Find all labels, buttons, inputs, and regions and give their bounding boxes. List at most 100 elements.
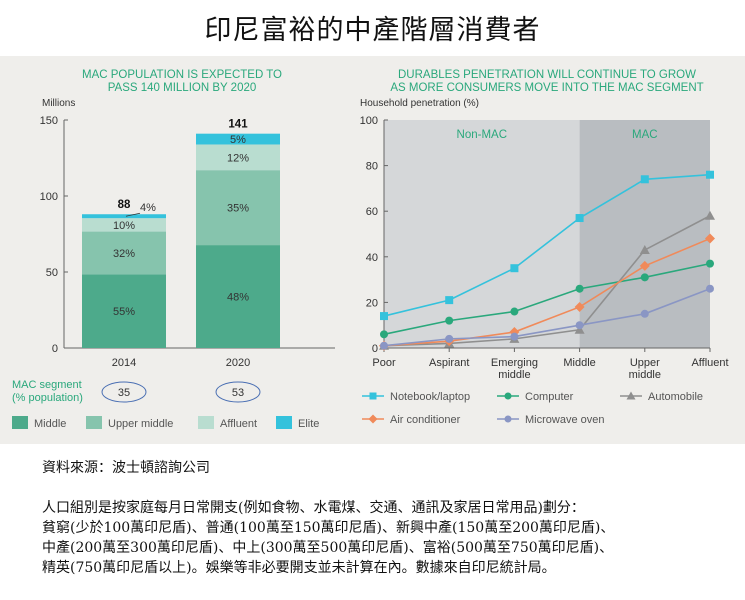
right-y-tick-label: 20 bbox=[366, 297, 378, 309]
data-point bbox=[706, 170, 714, 179]
data-point bbox=[639, 260, 650, 271]
mac-segment-label: (% population) bbox=[12, 392, 83, 404]
left-y-tick-label: 0 bbox=[52, 343, 58, 355]
data-point bbox=[380, 312, 388, 321]
legend-swatch bbox=[198, 416, 214, 429]
right-y-axis-label: Household penetration (%) bbox=[360, 98, 479, 109]
left-y-axis-label: Millions bbox=[42, 98, 75, 109]
right-chart-title: AS MORE CONSUMERS MOVE INTO THE MAC SEGM… bbox=[390, 82, 703, 94]
right-chart-title: DURABLES PENETRATION WILL CONTINUE TO GR… bbox=[398, 69, 696, 81]
bar-segment bbox=[82, 218, 166, 232]
data-point bbox=[368, 414, 378, 424]
data-point bbox=[510, 332, 519, 341]
mac-segment-oval bbox=[101, 381, 147, 403]
data-point bbox=[706, 284, 714, 293]
data-point bbox=[640, 309, 649, 318]
left-chart-title: MAC POPULATION IS EXPECTED TO bbox=[82, 69, 282, 81]
legend-item: Elite bbox=[298, 418, 319, 430]
bar-segment-label: 32% bbox=[113, 248, 135, 260]
right-x-tick-label: Aspirant bbox=[429, 357, 469, 369]
data-point bbox=[510, 307, 519, 316]
bar-segment-label: 4% bbox=[140, 202, 156, 214]
data-point bbox=[706, 259, 714, 268]
data-point bbox=[369, 392, 377, 400]
source-note: 資料來源：波士頓諮詢公司 bbox=[42, 460, 210, 476]
legend-item: Microwave oven bbox=[525, 414, 604, 426]
legend-item: Air conditioner bbox=[390, 414, 461, 426]
label-leader-line bbox=[125, 212, 141, 217]
legend-item: Upper middle bbox=[108, 418, 173, 430]
left-y-tick-label: 150 bbox=[40, 115, 58, 127]
data-point bbox=[574, 324, 585, 334]
left-y-tick-label: 100 bbox=[40, 191, 58, 203]
right-y-tick-label: 40 bbox=[366, 252, 378, 264]
legend-item: Affluent bbox=[220, 418, 257, 430]
note-line: 中產(200萬至300萬印尼盾)、中上(300萬至500萬印尼盾)、富裕(500… bbox=[42, 540, 614, 556]
mac-segment-value: 53 bbox=[232, 387, 244, 399]
data-point bbox=[445, 316, 454, 325]
data-point bbox=[510, 264, 519, 273]
right-x-tick-label: Poor bbox=[372, 357, 396, 369]
right-x-tick-label: Emerging bbox=[491, 357, 538, 369]
right-x-tick-label: Middle bbox=[563, 357, 595, 369]
left-y-tick-label: 50 bbox=[46, 267, 58, 279]
bar-segment-label: 35% bbox=[227, 203, 249, 215]
bar-segment bbox=[196, 133, 280, 145]
bar-segment-label: 5% bbox=[230, 134, 246, 146]
series-line bbox=[383, 262, 711, 336]
right-y-tick-label: 80 bbox=[366, 161, 378, 173]
bar-segment-label: 10% bbox=[113, 220, 135, 232]
region-label: Non-MAC bbox=[457, 129, 507, 141]
data-point bbox=[639, 244, 650, 254]
right-x-tick-label: Affluent bbox=[691, 357, 728, 369]
mac-segment-value: 35 bbox=[118, 387, 130, 399]
bar-total-label: 141 bbox=[228, 119, 248, 131]
series-line bbox=[383, 237, 711, 347]
data-point bbox=[640, 273, 649, 282]
data-point bbox=[380, 330, 388, 339]
series-line bbox=[383, 287, 711, 347]
data-point bbox=[575, 321, 584, 330]
right-y-tick-label: 100 bbox=[360, 115, 378, 127]
bar-segment bbox=[82, 231, 166, 275]
data-point bbox=[380, 341, 388, 350]
notes: 資料來源：波士頓諮詢公司 人口組別是按家庭每月日常開支(例如食物、水電煤、交通、… bbox=[42, 458, 732, 578]
mac-segment-label: MAC segment bbox=[12, 379, 82, 391]
bar-segment bbox=[196, 245, 280, 348]
left-chart-title: PASS 140 MILLION BY 2020 bbox=[108, 82, 257, 94]
legend-item: Notebook/laptop bbox=[390, 391, 470, 403]
chart-region bbox=[384, 120, 580, 348]
bar-segment-label: 12% bbox=[227, 152, 249, 164]
legend-swatch bbox=[12, 416, 28, 429]
data-point bbox=[445, 296, 454, 305]
region-label: MAC bbox=[632, 129, 658, 141]
bar-segment bbox=[196, 144, 280, 171]
data-point bbox=[445, 334, 454, 343]
bar-segment-label: 55% bbox=[113, 306, 135, 318]
legend-item: Computer bbox=[525, 391, 574, 403]
mac-segment-oval bbox=[215, 381, 261, 403]
bar-segment bbox=[82, 214, 166, 219]
note-line: 人口組別是按家庭每月日常開支(例如食物、水電煤、交通、通訊及家居日常用品)劃分： bbox=[42, 500, 585, 516]
data-point bbox=[705, 233, 715, 244]
legend-item: Middle bbox=[34, 418, 66, 430]
legend-item: Automobile bbox=[648, 391, 703, 403]
right-x-tick-label: middle bbox=[629, 369, 661, 381]
data-point bbox=[626, 391, 636, 400]
data-point bbox=[705, 210, 715, 220]
note-line: 貧窮(少於100萬印尼盾)、普通(100萬至150萬印尼盾)、新興中產(150萬… bbox=[42, 520, 615, 536]
bar-segment bbox=[82, 274, 166, 348]
legend-swatch bbox=[276, 416, 292, 429]
right-x-tick-label: middle bbox=[498, 369, 530, 381]
bar-segment bbox=[196, 170, 280, 246]
data-point bbox=[640, 175, 649, 184]
right-y-tick-label: 0 bbox=[372, 343, 378, 355]
left-x-tick-label: 2020 bbox=[226, 357, 250, 369]
left-x-tick-label: 2014 bbox=[112, 357, 136, 369]
right-y-tick-label: 60 bbox=[366, 206, 378, 218]
right-x-tick-label: Upper bbox=[630, 357, 660, 369]
bar-total-label: 88 bbox=[118, 199, 131, 211]
data-point bbox=[574, 301, 585, 312]
data-point bbox=[504, 392, 512, 400]
bar-segment-label: 48% bbox=[227, 292, 249, 304]
